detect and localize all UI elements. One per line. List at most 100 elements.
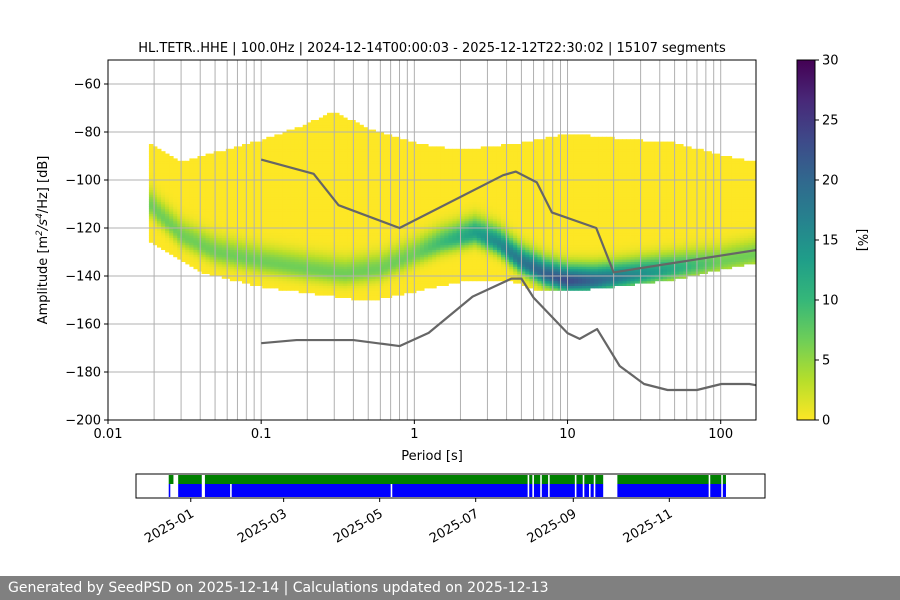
heatmap-cell: [331, 283, 336, 286]
heatmap-cell: [298, 194, 304, 198]
heatmap-cell: [169, 194, 174, 198]
heatmap-column: [189, 158, 194, 267]
heatmap-cell: [314, 278, 320, 282]
heatmap-cell: [306, 146, 312, 150]
heatmap-cell: [371, 165, 376, 169]
heatmap-cell: [165, 199, 170, 202]
heatmap-cell: [314, 290, 320, 294]
heatmap-cell: [274, 235, 279, 238]
heatmap-cell: [347, 220, 352, 224]
heatmap-cell: [165, 184, 170, 188]
heatmap-cell: [448, 278, 453, 282]
heatmap-cell: [424, 266, 429, 270]
heatmap-cell: [387, 273, 393, 277]
heatmap-cell: [331, 182, 336, 186]
heatmap-cell: [318, 249, 324, 253]
heatmap-cell: [363, 172, 368, 176]
heatmap-cell: [181, 254, 186, 258]
heatmap-cell: [383, 249, 389, 253]
heatmap-cell: [359, 254, 364, 258]
heatmap-cell: [343, 127, 348, 130]
heatmap-cell: [456, 264, 461, 267]
heatmap-cell: [165, 201, 170, 205]
heatmap-cell: [379, 271, 385, 274]
heatmap-cell: [456, 182, 461, 186]
heatmap-cell: [476, 235, 482, 238]
heatmap-cell: [177, 165, 182, 169]
heatmap-cell: [237, 201, 243, 205]
heatmap-cell: [371, 280, 376, 284]
heatmap-cell: [209, 232, 215, 236]
heatmap-cell: [278, 285, 283, 289]
heatmap-cell: [363, 276, 368, 279]
heatmap-cell: [225, 252, 231, 255]
heatmap-cell: [274, 240, 279, 243]
heatmap-cell: [327, 254, 332, 258]
heatmap-cell: [177, 228, 182, 231]
heatmap-cell: [472, 206, 478, 210]
heatmap-cell: [460, 201, 466, 205]
heatmap-cell: [209, 240, 215, 243]
heatmap-cell: [221, 180, 227, 183]
heatmap-cell: [347, 144, 352, 147]
heatmap-cell: [217, 196, 223, 200]
heatmap-cell: [444, 230, 449, 234]
heatmap-cell: [331, 129, 336, 133]
heatmap-cell: [407, 259, 413, 262]
heatmap-cell: [205, 189, 211, 193]
heatmap-cell: [440, 271, 445, 274]
heatmap-cell: [327, 225, 332, 229]
heatmap-cell: [444, 172, 449, 176]
heatmap-cell: [258, 180, 263, 183]
heatmap-cell: [270, 156, 275, 159]
heatmap-cell: [322, 220, 328, 224]
heatmap-cell: [286, 204, 291, 207]
heatmap-cell: [448, 242, 453, 246]
heatmap-cell: [359, 252, 364, 255]
heatmap-cell: [407, 232, 413, 236]
heatmap-cell: [407, 160, 413, 164]
heatmap-cell: [294, 247, 300, 250]
heatmap-cell: [181, 256, 186, 260]
heatmap-cell: [152, 218, 158, 222]
heatmap-cell: [201, 216, 206, 219]
heatmap-cell: [428, 153, 433, 157]
heatmap-cell: [428, 168, 433, 171]
heatmap-cell: [363, 134, 368, 138]
heatmap-cell: [157, 235, 162, 238]
heatmap-cell: [391, 184, 397, 188]
heatmap-cell: [225, 225, 231, 229]
heatmap-cell: [266, 216, 271, 219]
heatmap-cell: [213, 184, 219, 188]
heatmap-cell: [444, 165, 449, 169]
heatmap-cell: [391, 285, 397, 289]
heatmap-cell: [355, 148, 360, 152]
heatmap-cell: [387, 160, 393, 164]
heatmap-cell: [407, 276, 413, 279]
heatmap-cell: [229, 213, 235, 217]
heatmap-cell: [294, 252, 300, 255]
heatmap-cell: [258, 163, 263, 166]
heatmap-cell: [371, 295, 376, 298]
heatmap-cell: [161, 172, 166, 176]
heatmap-cell: [161, 201, 166, 205]
heatmap-cell: [383, 199, 389, 202]
heatmap-cell: [327, 196, 332, 200]
heatmap-cell: [456, 273, 461, 277]
heatmap-column: [169, 156, 174, 255]
heatmap-cell: [420, 254, 425, 258]
heatmap-cell: [246, 259, 251, 262]
heatmap-cell: [177, 172, 182, 176]
heatmap-cell: [148, 196, 154, 200]
heatmap-cell: [472, 160, 478, 164]
heatmap-cell: [225, 158, 231, 162]
heatmap-cell: [270, 285, 275, 289]
heatmap-cell: [246, 232, 251, 236]
heatmap-cell: [205, 187, 211, 190]
heatmap-cell: [403, 163, 409, 166]
heatmap-cell: [436, 182, 441, 186]
heatmap-cell: [229, 194, 235, 198]
heatmap-cell: [403, 278, 409, 282]
heatmap-cell: [221, 168, 227, 171]
heatmap-cell: [472, 268, 478, 272]
